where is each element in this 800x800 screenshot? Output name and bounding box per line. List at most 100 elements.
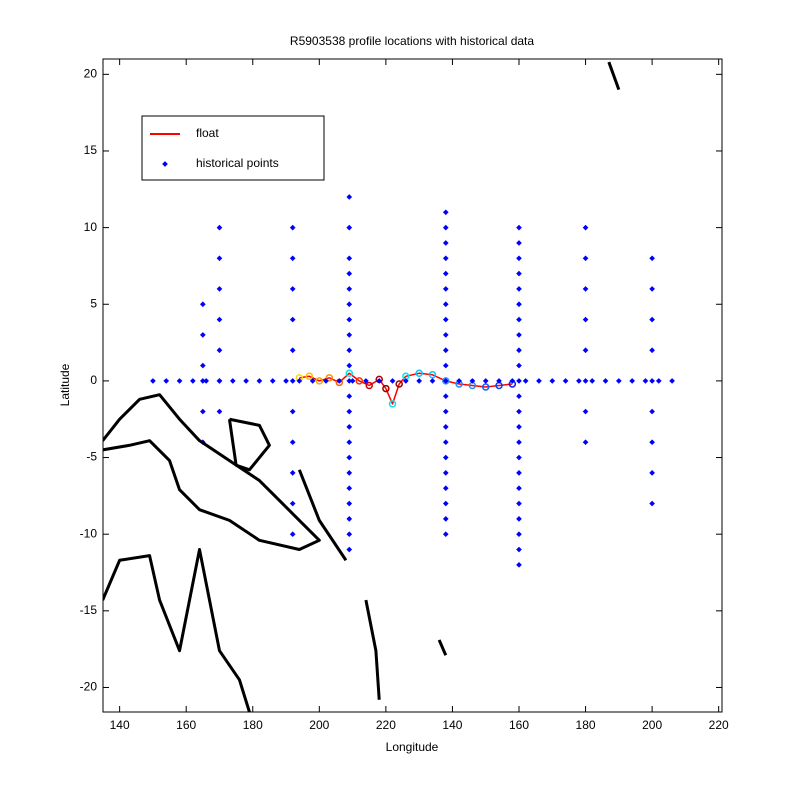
point	[363, 378, 369, 384]
point	[429, 378, 436, 384]
line	[607, 61, 621, 91]
y-tick-label: 10	[84, 220, 98, 234]
point	[516, 531, 522, 538]
point	[602, 378, 609, 384]
point	[289, 286, 296, 292]
point	[442, 500, 449, 507]
point	[442, 454, 449, 461]
point	[649, 439, 655, 446]
point	[516, 255, 522, 262]
float-point	[442, 377, 450, 385]
point	[346, 362, 353, 369]
point	[336, 378, 343, 384]
point	[516, 562, 522, 568]
point	[582, 255, 589, 262]
point	[289, 255, 296, 262]
y-tick-label: 15	[84, 143, 98, 157]
point	[346, 408, 353, 415]
point	[496, 378, 502, 384]
float-point	[428, 371, 437, 379]
line	[103, 393, 321, 552]
plot-area	[103, 61, 675, 712]
point	[516, 378, 522, 384]
point	[346, 393, 353, 400]
point	[582, 286, 589, 292]
point	[346, 378, 353, 384]
point	[516, 516, 522, 522]
point	[349, 378, 356, 384]
point	[289, 378, 296, 384]
point	[516, 439, 522, 446]
point	[516, 224, 522, 231]
x-tick-label: 180	[576, 718, 596, 732]
point	[346, 347, 353, 354]
point	[516, 286, 522, 292]
x-tick-label: 140	[442, 718, 462, 732]
float-point	[345, 369, 354, 377]
y-tick-label: -15	[80, 603, 98, 617]
point	[516, 393, 522, 400]
point	[289, 347, 296, 354]
float-point	[382, 384, 390, 393]
point	[346, 470, 353, 476]
float-point	[305, 372, 314, 381]
point	[442, 301, 449, 308]
point	[442, 347, 449, 354]
point	[516, 454, 522, 461]
point	[576, 378, 582, 384]
point	[289, 500, 296, 507]
point	[442, 209, 449, 216]
point	[346, 531, 353, 538]
point	[289, 531, 296, 538]
legend-swatch	[162, 161, 168, 167]
float-point	[365, 381, 373, 390]
point	[482, 378, 489, 384]
point	[289, 224, 296, 231]
point	[516, 301, 522, 308]
point	[216, 255, 223, 262]
point	[549, 378, 556, 384]
point	[346, 516, 353, 522]
point	[229, 378, 236, 384]
x-tick-label: 180	[243, 718, 263, 732]
point	[649, 378, 655, 384]
line	[364, 599, 381, 700]
point	[516, 500, 522, 507]
point	[346, 224, 353, 231]
point	[669, 378, 675, 384]
point	[442, 286, 449, 292]
point	[516, 362, 522, 369]
point	[346, 485, 353, 492]
y-axis-label: Latitude	[58, 363, 72, 406]
point	[516, 316, 522, 323]
point	[649, 408, 655, 415]
point	[509, 378, 516, 384]
x-axis-label: Longitude	[386, 740, 439, 754]
float-point	[355, 377, 364, 385]
chart-title: R5903538 profile locations with historic…	[290, 34, 534, 48]
point	[346, 301, 353, 308]
y-tick-label: 0	[90, 373, 97, 387]
point	[200, 332, 206, 338]
float-point	[481, 383, 490, 391]
line	[103, 548, 251, 712]
point	[346, 500, 353, 507]
point	[216, 408, 223, 415]
point	[216, 224, 223, 231]
point	[346, 286, 353, 292]
point	[582, 347, 589, 354]
x-tick-label: 200	[309, 718, 329, 732]
point	[582, 224, 589, 231]
point	[616, 378, 622, 384]
point	[346, 316, 353, 323]
legend-label: historical points	[196, 156, 279, 170]
point	[516, 270, 522, 277]
point	[283, 378, 289, 384]
point	[642, 378, 649, 384]
point	[649, 286, 655, 292]
point	[562, 378, 569, 384]
point	[442, 408, 449, 415]
